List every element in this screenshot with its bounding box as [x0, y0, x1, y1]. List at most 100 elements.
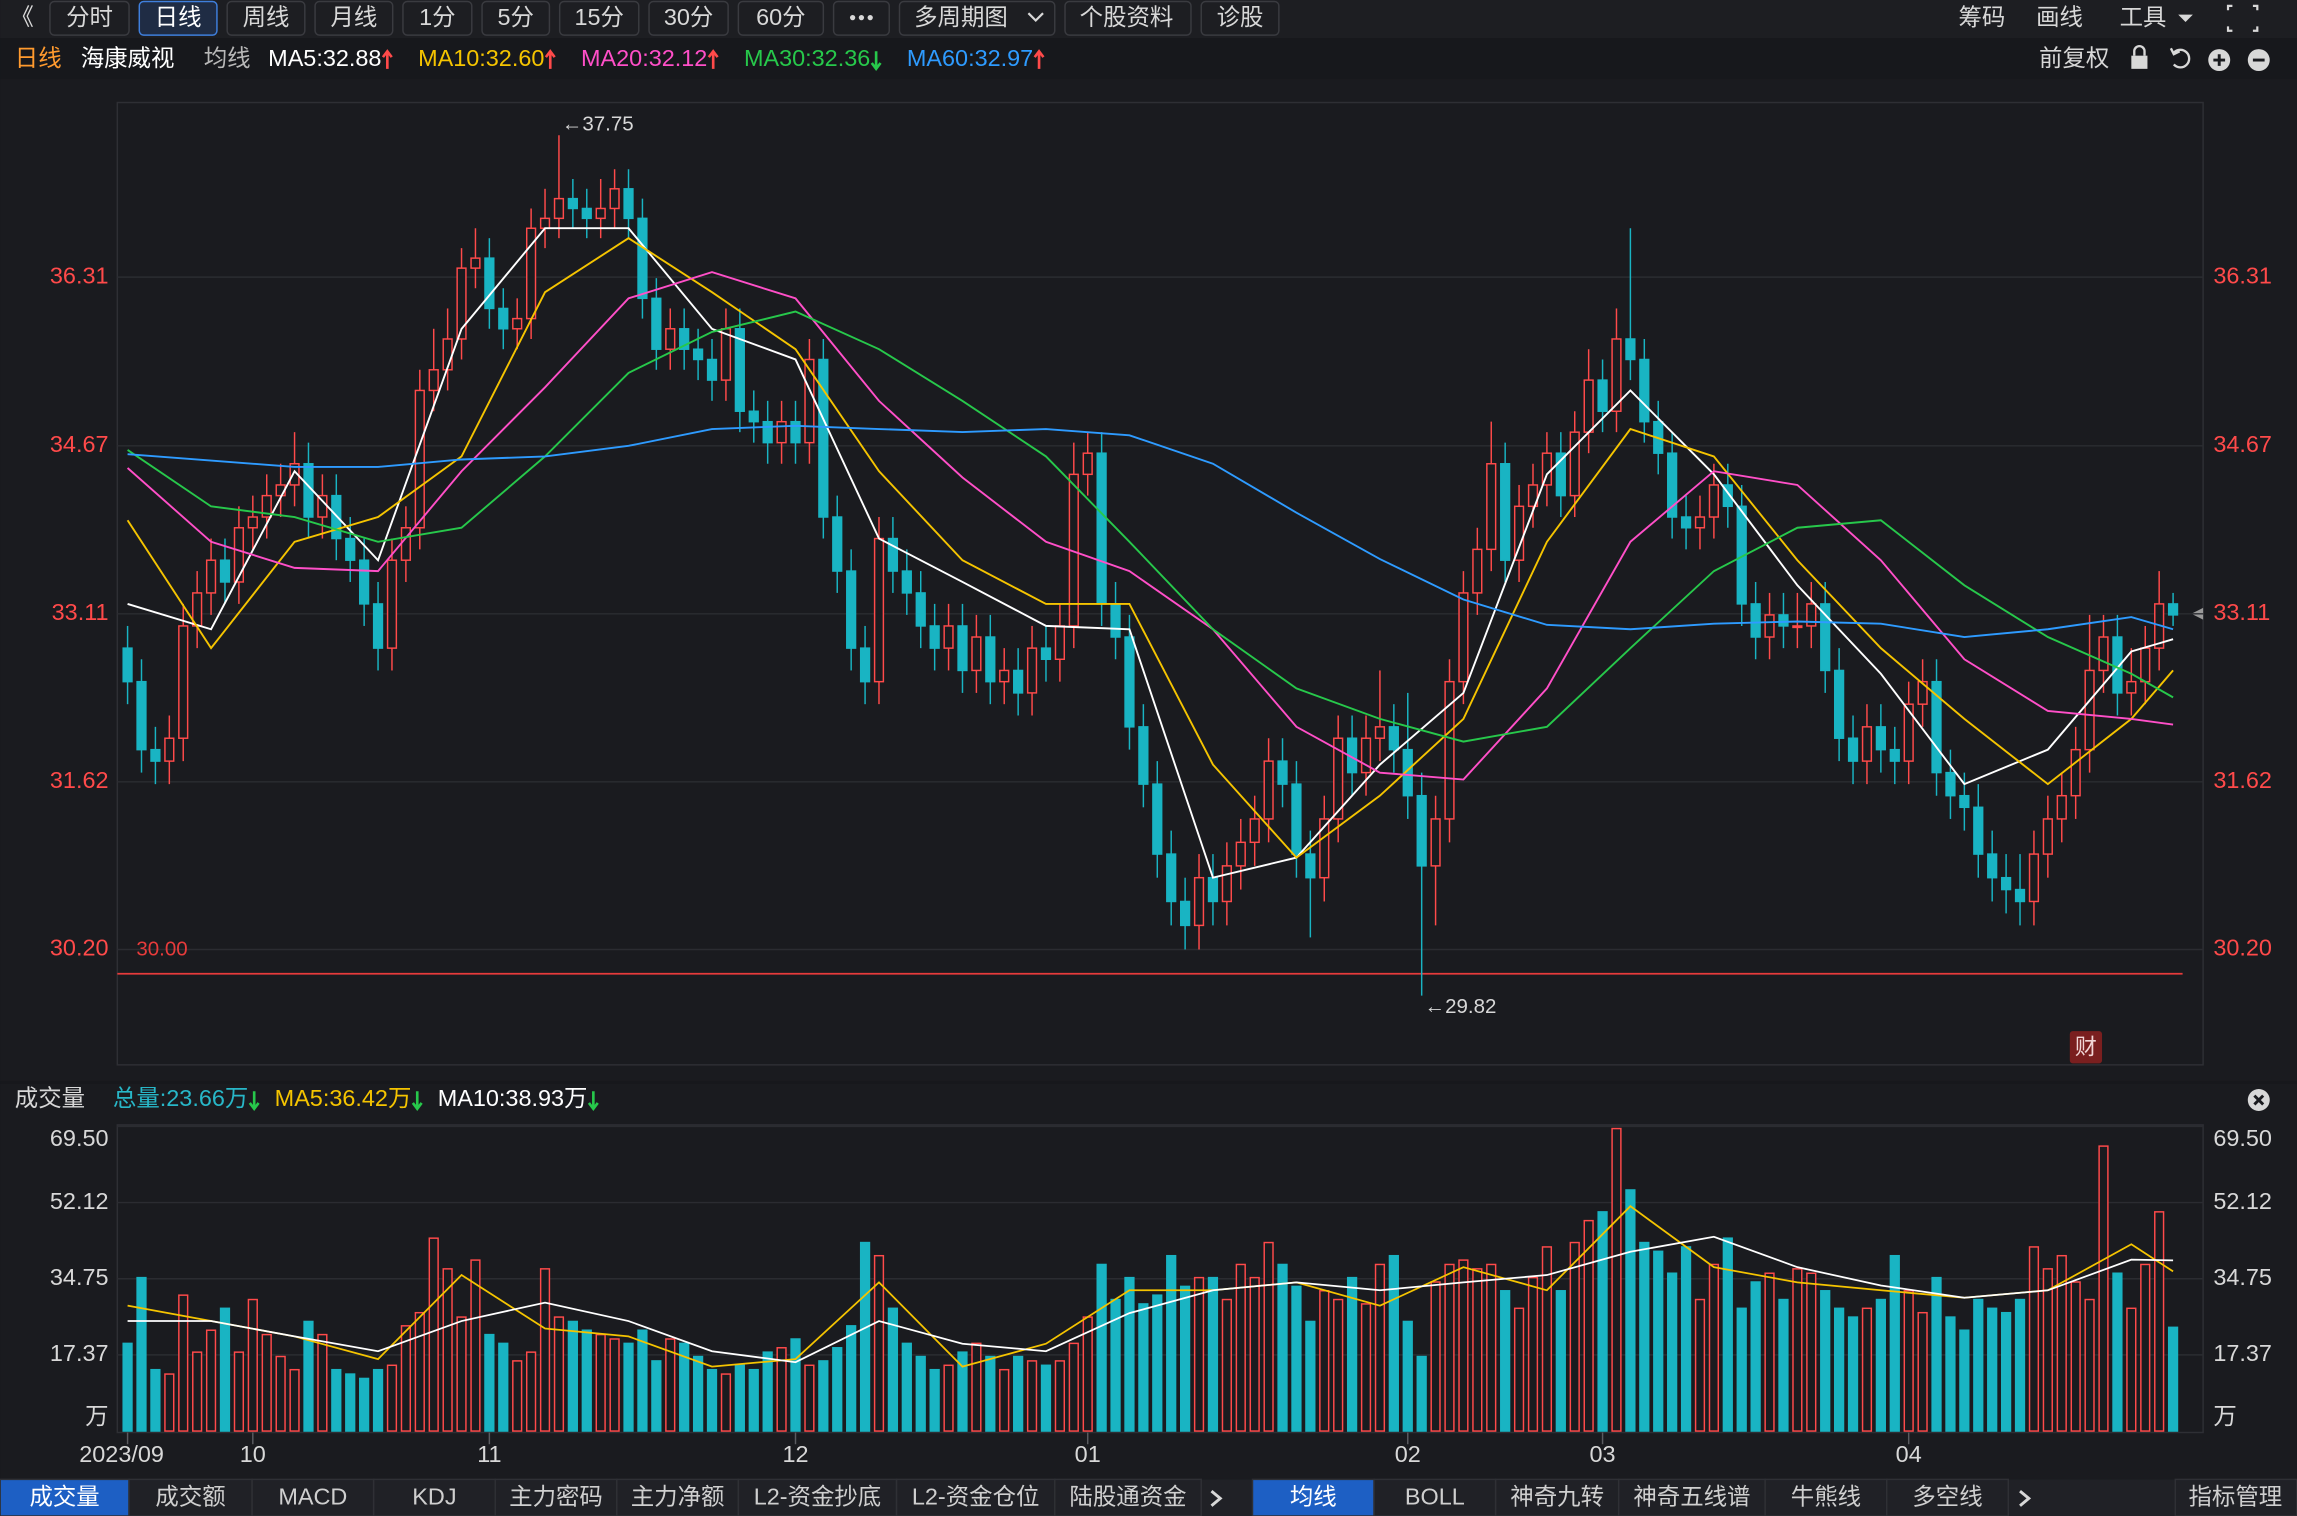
toolbar-label[interactable]: 15分: [574, 4, 623, 30]
y-tick-label-right: 31.62: [2213, 767, 2272, 793]
toolbar-button[interactable]: [49, 0, 130, 36]
toolbar-button[interactable]: [138, 0, 218, 36]
y-tick-label: 31.62: [50, 767, 109, 793]
toolbar-label[interactable]: 《: [10, 4, 33, 30]
toolbar-label[interactable]: 1分: [419, 4, 455, 30]
tab[interactable]: [616, 1478, 740, 1516]
toolbar-button[interactable]: [648, 0, 729, 36]
toolbar-right-label[interactable]: 画线: [2036, 4, 2083, 30]
tab-scroll[interactable]: [2019, 1489, 2032, 1507]
toolbar-button[interactable]: [558, 0, 640, 36]
volume-bar: [776, 1347, 787, 1432]
volume-bar: [1959, 1329, 1970, 1432]
tab[interactable]: [1885, 1478, 2010, 1516]
tab[interactable]: [2174, 1478, 2297, 1516]
plus: [2213, 54, 2226, 66]
volume-bar: [219, 1307, 231, 1432]
tab-label[interactable]: 主力密码: [509, 1484, 603, 1510]
candle-body: [776, 420, 787, 444]
candle-body: [1374, 726, 1386, 739]
tab-label[interactable]: 指标管理: [2188, 1484, 2282, 1510]
adjust-label[interactable]: 前复权: [2039, 45, 2109, 71]
more-button[interactable]: [832, 0, 890, 36]
volume-bar: [1026, 1360, 1038, 1432]
badge-bg[interactable]: [2069, 1031, 2103, 1064]
tab[interactable]: [1373, 1478, 1497, 1516]
tab[interactable]: [1054, 1478, 1202, 1516]
button-frame: [832, 0, 890, 36]
candle-body: [1013, 669, 1024, 694]
volume-bar: [122, 1342, 133, 1432]
tab-label[interactable]: 均线: [1290, 1484, 1337, 1510]
candle-body: [1458, 592, 1469, 683]
tab-scroll[interactable]: [1210, 1489, 1223, 1507]
candle-body: [1987, 853, 1998, 879]
toolbar-right-label[interactable]: 筹码: [1959, 4, 2006, 30]
tab[interactable]: [0, 1478, 130, 1516]
candle-body: [1513, 505, 1525, 561]
volume-bar: [1806, 1272, 1817, 1432]
volume-bar: [233, 1351, 245, 1432]
x-tick-label: 2023/09: [79, 1441, 164, 1467]
tab[interactable]: [128, 1478, 253, 1516]
tab[interactable]: [372, 1478, 496, 1516]
toolbar-label[interactable]: 多周期图: [914, 4, 1008, 30]
legend-entry: MA20:32.12: [581, 45, 707, 71]
toolbar-button[interactable]: [898, 0, 1056, 36]
fullscreen-icon[interactable]: [2226, 4, 2259, 32]
tab-label[interactable]: 神奇九转: [1510, 1484, 1604, 1510]
tab[interactable]: [1494, 1478, 1620, 1516]
undo-icon[interactable]: [2169, 47, 2191, 69]
toolbar-button[interactable]: [402, 0, 473, 36]
volume-legend-entry: MA5:36.42万: [275, 1085, 412, 1111]
badge[interactable]: 财: [2075, 1035, 2097, 1060]
volume-bar: [1305, 1320, 1316, 1432]
price-plot-frame: [116, 101, 2204, 1066]
tab[interactable]: [1764, 1478, 1888, 1516]
tab-label[interactable]: 主力净额: [631, 1484, 725, 1510]
toolbar-label[interactable]: 60分: [756, 4, 805, 30]
toolbar-button[interactable]: [226, 0, 306, 36]
candle-body: [150, 748, 161, 762]
volume-bar: [247, 1298, 258, 1432]
volume-bar: [665, 1338, 676, 1432]
tab-label[interactable]: KDJ: [412, 1484, 456, 1510]
tab-label[interactable]: 成交量: [29, 1484, 99, 1510]
toolbar-button[interactable]: [1064, 0, 1192, 36]
ma-label[interactable]: 均线: [204, 45, 251, 71]
volume-bar: [1346, 1276, 1358, 1432]
tab[interactable]: [737, 1478, 898, 1516]
toolbar-label[interactable]: 5分: [498, 4, 534, 30]
volume-bar: [1736, 1307, 1747, 1432]
x-tick-label: 02: [1395, 1441, 1421, 1467]
tab-label[interactable]: L2-资金仓位: [912, 1484, 1040, 1510]
tab-label[interactable]: 陆股通资金: [1069, 1484, 1186, 1510]
toolbar-button[interactable]: [481, 0, 551, 36]
tab-label[interactable]: MACD: [278, 1484, 347, 1510]
tab-label[interactable]: 神奇五线谱: [1633, 1484, 1750, 1510]
y-tick-label: 52.12: [50, 1188, 109, 1214]
toolbar-right-label[interactable]: 工具: [2120, 4, 2167, 30]
volume-bar: [2028, 1246, 2040, 1432]
candle-body: [1472, 548, 1483, 594]
toolbar-label[interactable]: 诊股: [1217, 4, 1264, 30]
volume-bar: [1778, 1298, 1789, 1432]
toolbar-label[interactable]: 月线: [330, 4, 377, 30]
toolbar-label[interactable]: 30分: [664, 4, 713, 30]
tab-label[interactable]: 多空线: [1912, 1484, 1982, 1510]
tab[interactable]: [1617, 1478, 1766, 1516]
toolbar-label[interactable]: 日线: [155, 4, 202, 30]
tab-label[interactable]: 成交额: [155, 1484, 225, 1510]
volume-title: 成交量: [15, 1085, 85, 1111]
toolbar-label[interactable]: 个股资料: [1080, 4, 1174, 30]
lock-icon[interactable]: [2131, 55, 2148, 69]
toolbar-button[interactable]: [737, 0, 825, 36]
tab-label[interactable]: L2-资金抄底: [754, 1484, 882, 1510]
toolbar-label[interactable]: 分时: [66, 4, 113, 30]
toolbar-button[interactable]: [1200, 0, 1280, 36]
toolbar-button[interactable]: [314, 0, 394, 36]
toolbar-label[interactable]: 周线: [243, 4, 290, 30]
tab-label[interactable]: 牛熊线: [1791, 1484, 1861, 1510]
tab[interactable]: [1251, 1478, 1375, 1516]
tab-label[interactable]: BOLL: [1405, 1484, 1465, 1510]
